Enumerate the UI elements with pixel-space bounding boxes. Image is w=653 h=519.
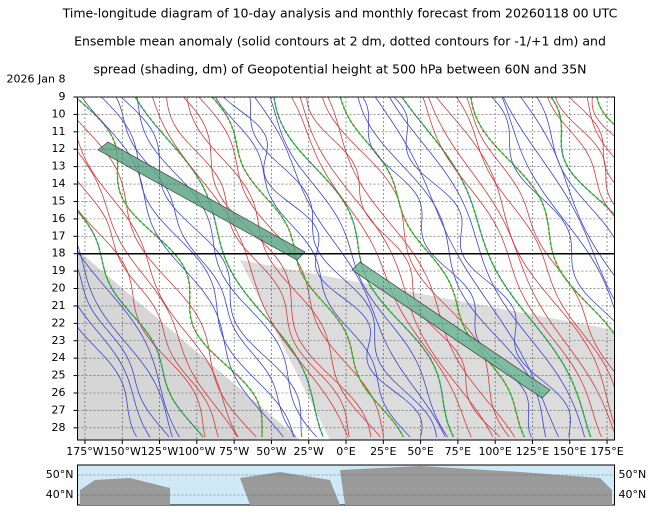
contour-line	[491, 97, 615, 322]
contour-line	[568, 97, 615, 184]
contour-line	[466, 97, 615, 373]
x-tick-label: 0°E	[336, 445, 355, 458]
chart-title: Ensemble mean anomaly (solid contours at…	[74, 34, 606, 49]
contour-line	[77, 326, 137, 438]
x-tick-label: 175°W	[66, 445, 103, 458]
y-tick-label: 9	[59, 90, 66, 103]
y-tick-label: 12	[52, 142, 66, 155]
contour-line	[77, 250, 180, 438]
contour-line	[101, 97, 294, 438]
x-tick-label: 50°W	[256, 445, 286, 458]
contour-line	[643, 97, 653, 437]
contour-line	[620, 97, 653, 437]
contour-line	[166, 97, 350, 438]
map-strip	[77, 464, 615, 506]
contour-line	[77, 243, 173, 438]
x-tick-label: 50°E	[407, 445, 433, 458]
contour-line	[223, 97, 423, 438]
contour-line	[422, 97, 602, 438]
contour-line	[327, 97, 516, 438]
y-tick-label: 2026 Jan 8	[7, 73, 66, 86]
x-tick-label: 100°W	[178, 445, 215, 458]
map-lat-label: 40°N	[619, 488, 647, 501]
contour-line	[299, 97, 494, 438]
y-tick-label: 27	[52, 403, 66, 416]
y-tick-label: 21	[52, 299, 66, 312]
contour-line	[547, 97, 615, 218]
y-tick-label: 19	[52, 264, 66, 277]
zero-contour	[470, 97, 615, 336]
y-tick-label: 15	[52, 194, 66, 207]
x-tick-label: 75°W	[219, 445, 249, 458]
contour-line	[501, 97, 615, 311]
contour-line	[77, 267, 170, 438]
trend-arrow	[97, 141, 306, 261]
contour-line	[136, 97, 317, 438]
zero-contour	[339, 97, 526, 438]
y-tick-label: 17	[52, 229, 66, 242]
contour-line	[115, 97, 296, 438]
map-lat-label: 40°N	[46, 488, 74, 501]
y-tick-label: 24	[52, 351, 66, 364]
x-tick-label: 150°W	[104, 445, 141, 458]
zero-contour	[401, 97, 592, 438]
contour-line	[586, 97, 615, 159]
trend-arrow	[351, 261, 551, 399]
plot-area	[77, 97, 653, 440]
contour-line	[389, 97, 585, 438]
contour-line	[555, 97, 615, 206]
contour-line	[502, 97, 615, 301]
zero-contour	[77, 209, 204, 438]
x-tick-label: 150°E	[553, 445, 586, 458]
contour-line	[254, 97, 446, 438]
y-tick-label: 14	[52, 177, 66, 190]
y-tick-label: 18	[52, 247, 66, 260]
y-tick-label: 16	[52, 212, 66, 225]
map-lat-label: 50°N	[619, 468, 647, 481]
contour-line	[456, 97, 615, 389]
y-tick-label: 13	[52, 160, 66, 173]
chart-title: Time-longitude diagram of 10-day analysi…	[62, 6, 618, 21]
contour-line	[249, 97, 437, 438]
contour-line	[393, 97, 571, 438]
contour-line	[77, 304, 151, 438]
y-tick-label: 28	[52, 421, 66, 434]
chart-title: spread (shading, dm) of Geopotential hei…	[93, 62, 586, 77]
x-tick-label: 175°E	[590, 445, 623, 458]
contour-line	[637, 97, 653, 437]
x-tick-label: 125°E	[516, 445, 549, 458]
contour-line	[643, 97, 653, 437]
x-tick-label: 25°W	[294, 445, 324, 458]
x-tick-label: 75°E	[445, 445, 471, 458]
x-tick-label: 100°E	[478, 445, 511, 458]
contour-line	[291, 97, 472, 438]
contour-line	[322, 97, 510, 438]
y-tick-label: 25	[52, 369, 66, 382]
map-lat-label: 50°N	[46, 468, 74, 481]
contour-line	[77, 150, 238, 438]
y-tick-label: 10	[52, 107, 66, 120]
contour-line	[428, 97, 615, 434]
contour-line	[77, 137, 239, 438]
contour-line	[214, 97, 411, 438]
contour-line	[183, 97, 372, 438]
y-tick-label: 26	[52, 386, 66, 399]
y-tick-label: 20	[52, 282, 66, 295]
y-tick-label: 11	[52, 125, 66, 138]
contour-line	[186, 97, 381, 438]
y-tick-label: 23	[52, 334, 66, 347]
x-tick-label: 125°W	[141, 445, 178, 458]
y-tick-label: 22	[52, 316, 66, 329]
x-tick-label: 25°E	[370, 445, 396, 458]
contour-line	[550, 97, 615, 216]
contour-line	[536, 97, 615, 239]
contour-line	[77, 180, 219, 438]
contour-line	[152, 97, 348, 438]
contour-line	[77, 208, 206, 438]
zero-contour	[211, 97, 405, 438]
zero-contour	[134, 97, 324, 438]
